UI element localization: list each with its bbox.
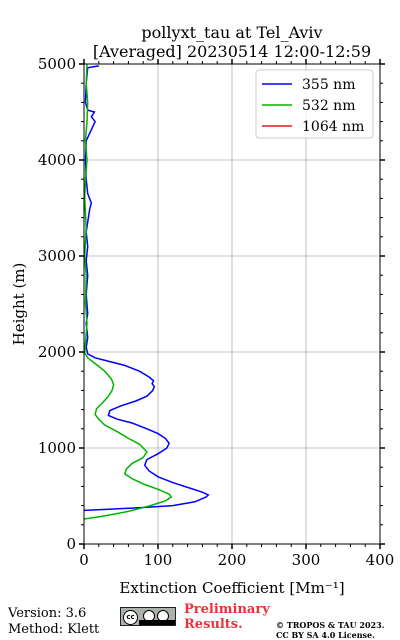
chart-title: pollyxt_tau at Tel_Aviv [141, 23, 323, 42]
y-tick-label: 0 [66, 535, 76, 553]
legend-entry: 1064 nm [302, 119, 364, 135]
copyright-line1: © TROPOS & TAU 2023. [276, 620, 385, 630]
y-tick-label: 2000 [38, 343, 76, 361]
x-tick-label: 0 [79, 551, 89, 569]
preliminary-line2: Results. [184, 617, 243, 632]
series-line-355-nm [84, 65, 210, 512]
chart-subtitle: [Averaged] 20230514 12:00-12:59 [92, 42, 372, 61]
x-tick-label: 400 [366, 551, 395, 569]
cc-icon: cc [123, 610, 138, 625]
series-line-532-nm [84, 64, 173, 520]
x-tick-label: 300 [292, 551, 321, 569]
cc-license-badge: cc [120, 607, 176, 626]
legend-box [255, 69, 374, 139]
preliminary-line1: Preliminary [184, 602, 270, 617]
legend: 355 nm 532 nm 1064 nm [255, 69, 374, 139]
copyright-notice: © TROPOS & TAU 2023. CC BY SA 4.0 Licens… [276, 620, 384, 640]
y-axis-label: Height (m) [10, 263, 28, 346]
y-tick-label: 4000 [38, 151, 76, 169]
legend-entry: 355 nm [302, 77, 355, 93]
y-tick-label: 3000 [38, 247, 76, 265]
method-label: Method: Klett [8, 622, 100, 637]
x-tick-label: 100 [144, 551, 173, 569]
version-label: Version: 3.6 [8, 606, 87, 621]
y-tick-label: 5000 [38, 55, 76, 73]
copyright-line2: CC BY SA 4.0 License. [276, 630, 375, 640]
preliminary-results-label: Preliminary Results. [184, 602, 270, 632]
y-tick-label: 1000 [38, 439, 76, 457]
badge-strip [139, 620, 175, 625]
legend-entry: 532 nm [302, 98, 355, 114]
x-tick-label: 200 [218, 551, 247, 569]
x-axis-label: Extinction Coefficient [Mm⁻¹] [119, 579, 344, 597]
